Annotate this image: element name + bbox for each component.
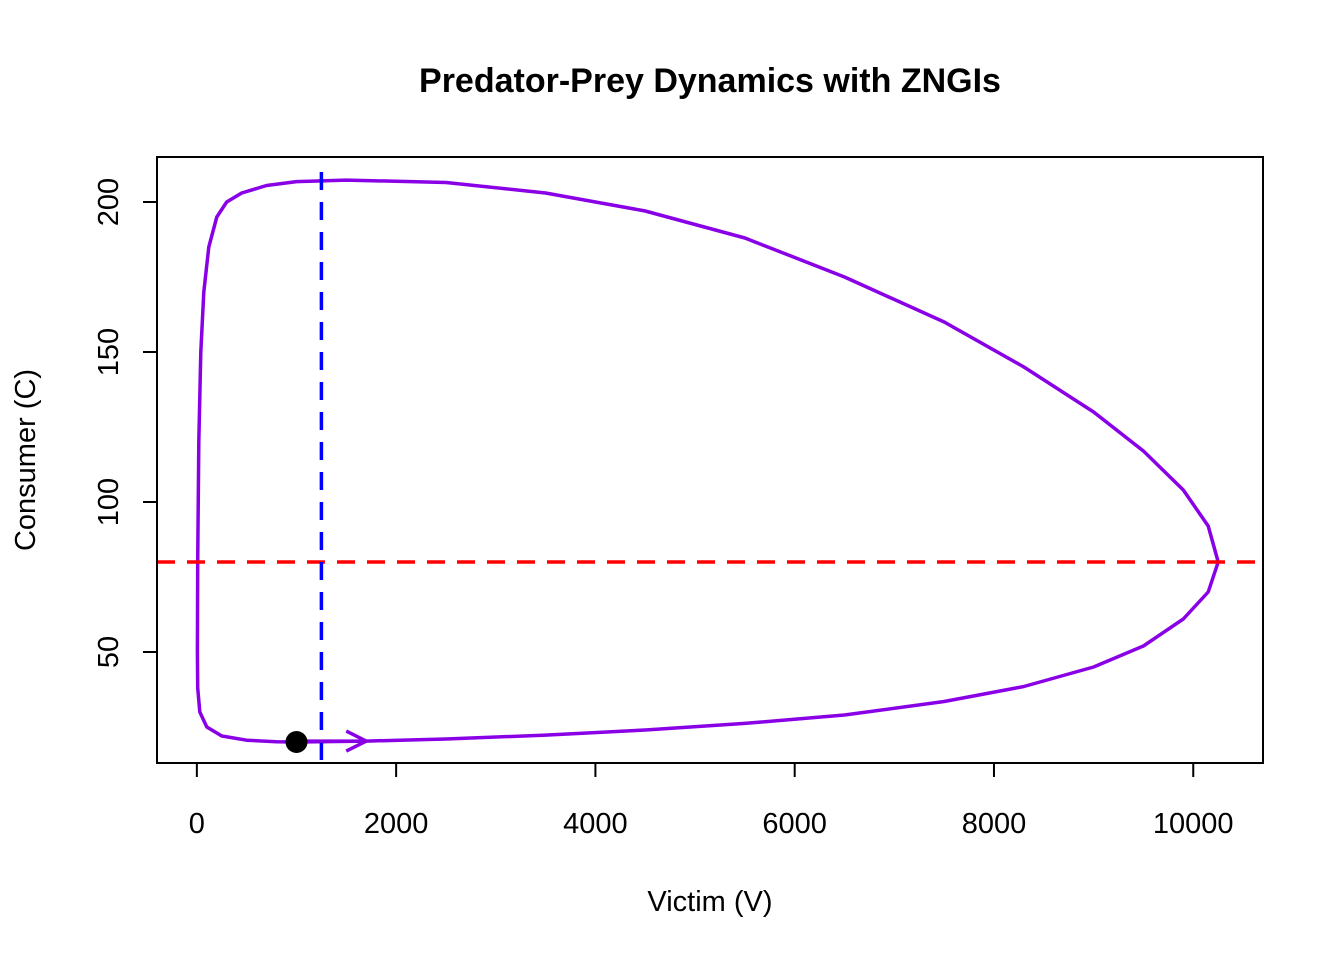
x-tick-label: 2000 bbox=[364, 808, 429, 840]
x-tick-label: 6000 bbox=[762, 808, 827, 840]
x-tick-label: 8000 bbox=[962, 808, 1027, 840]
y-axis-label: Consumer (C) bbox=[10, 369, 42, 551]
y-tick-label: 50 bbox=[93, 636, 125, 668]
start-point-marker bbox=[285, 731, 308, 753]
y-axis: 50 100 150 200 bbox=[93, 178, 158, 668]
x-tick-label: 0 bbox=[189, 808, 205, 840]
y-tick-label: 150 bbox=[93, 328, 125, 376]
chart-title: Predator-Prey Dynamics with ZNGIs bbox=[419, 62, 1001, 100]
x-axis: 0 2000 4000 6000 8000 10000 bbox=[189, 762, 1234, 840]
y-tick-label: 200 bbox=[93, 178, 125, 226]
x-axis-label: Victim (V) bbox=[647, 886, 772, 918]
y-tick-label: 100 bbox=[93, 478, 125, 526]
x-tick-label: 4000 bbox=[563, 808, 628, 840]
trajectory-line-0 bbox=[195, 178, 1220, 744]
x-tick-label: 10000 bbox=[1153, 808, 1234, 840]
plot-area bbox=[157, 172, 1263, 763]
direction-arrow-head bbox=[345, 729, 371, 753]
